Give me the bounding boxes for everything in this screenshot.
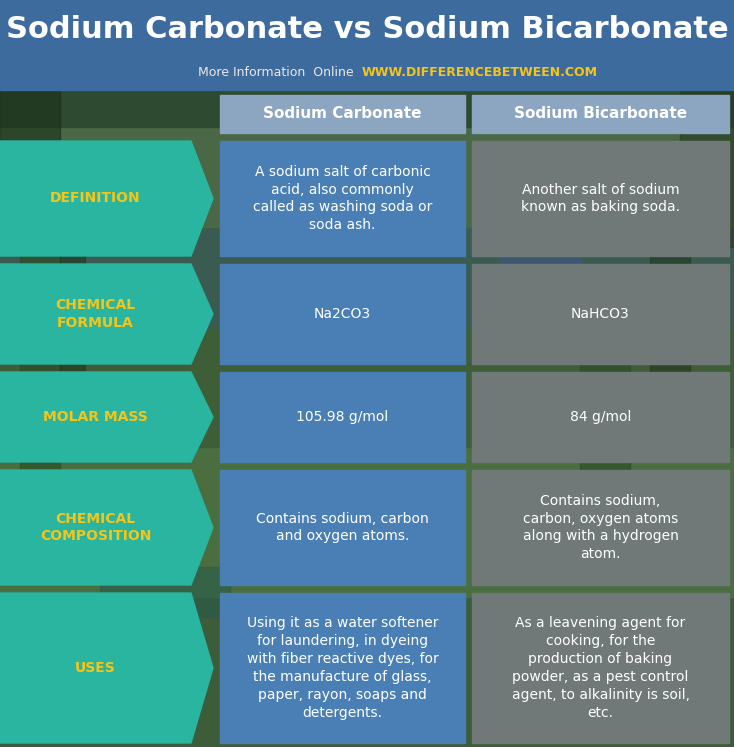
Text: Sodium Carbonate: Sodium Carbonate	[264, 107, 422, 122]
Polygon shape	[0, 470, 213, 585]
Text: Another salt of sodium
known as baking soda.: Another salt of sodium known as baking s…	[521, 182, 680, 214]
Bar	[472, 470, 729, 585]
Bar	[220, 593, 465, 743]
Polygon shape	[0, 593, 213, 743]
Bar	[100, 567, 230, 617]
Bar	[580, 287, 630, 567]
Bar	[0, 447, 734, 597]
Text: Contains sodium,
carbon, oxygen atoms
along with a hydrogen
atom.: Contains sodium, carbon, oxygen atoms al…	[523, 494, 678, 561]
Text: A sodium salt of carbonic
acid, also commonly
called as washing soda or
soda ash: A sodium salt of carbonic acid, also com…	[252, 165, 432, 232]
Bar	[472, 141, 729, 256]
Bar	[20, 247, 60, 547]
Bar	[472, 372, 729, 462]
Bar	[472, 95, 729, 133]
Text: Using it as a water softener
for laundering, in dyeing
with fiber reactive dyes,: Using it as a water softener for launder…	[247, 616, 438, 719]
Text: Sodium Bicarbonate: Sodium Bicarbonate	[514, 107, 687, 122]
Text: DEFINITION: DEFINITION	[50, 191, 141, 205]
Bar	[0, 0, 60, 247]
Text: CHEMICAL
FORMULA: CHEMICAL FORMULA	[56, 298, 136, 329]
Text: CHEMICAL
COMPOSITION: CHEMICAL COMPOSITION	[40, 512, 151, 543]
Bar	[0, 0, 734, 127]
Text: Contains sodium, carbon
and oxygen atoms.: Contains sodium, carbon and oxygen atoms…	[256, 512, 429, 543]
Polygon shape	[0, 264, 213, 364]
Bar	[220, 141, 465, 256]
Polygon shape	[0, 372, 213, 462]
Bar	[680, 0, 734, 247]
Text: USES: USES	[75, 661, 116, 675]
Bar	[220, 372, 465, 462]
Bar	[0, 227, 734, 327]
Text: 84 g/mol: 84 g/mol	[570, 410, 631, 424]
Bar	[220, 470, 465, 585]
Text: 105.98 g/mol: 105.98 g/mol	[297, 410, 388, 424]
Text: More Information  Online: More Information Online	[198, 66, 362, 78]
Bar	[0, 127, 734, 227]
Bar	[0, 0, 734, 90]
Bar	[472, 593, 729, 743]
Text: MOLAR MASS: MOLAR MASS	[43, 410, 148, 424]
Text: Na2CO3: Na2CO3	[314, 307, 371, 321]
Bar	[60, 197, 85, 397]
Text: Sodium Carbonate vs Sodium Bicarbonate: Sodium Carbonate vs Sodium Bicarbonate	[6, 16, 728, 45]
Bar	[0, 597, 734, 747]
Bar	[472, 264, 729, 364]
Bar	[220, 95, 465, 133]
Bar	[650, 247, 690, 447]
Text: WWW.DIFFERENCEBETWEEN.COM: WWW.DIFFERENCEBETWEEN.COM	[362, 66, 598, 78]
Polygon shape	[0, 141, 213, 256]
Bar	[500, 217, 580, 307]
Text: NaHCO3: NaHCO3	[571, 307, 630, 321]
Bar	[0, 327, 734, 447]
Bar	[220, 264, 465, 364]
Text: As a leavening agent for
cooking, for the
production of baking
powder, as a pest: As a leavening agent for cooking, for th…	[512, 616, 689, 719]
